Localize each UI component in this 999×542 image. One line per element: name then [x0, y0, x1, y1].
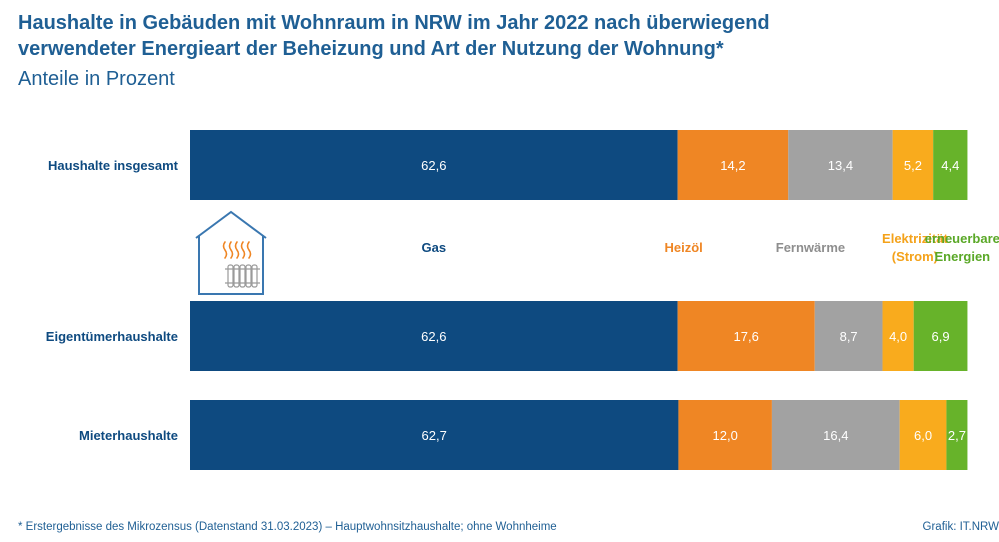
footnote: * Erstergebnisse des Mikrozensus (Datens…: [18, 521, 557, 533]
bar-haushalte-insgesamt-erneuerbare-energien: [933, 130, 968, 200]
bar-mieterhaushalte-fernwaerme: [771, 400, 900, 470]
data-label-mieterhaushalte-erneuerbare-energien: 2,7: [948, 428, 966, 443]
legend-label-gas: Gas: [422, 240, 447, 255]
data-label-mieterhaushalte-gas: 62,7: [422, 428, 447, 443]
data-label-mieterhaushalte-fernwaerme: 16,4: [823, 428, 848, 443]
data-label-mieterhaushalte-elektrizitaet-strom: 6,0: [914, 428, 932, 443]
chart-subtitle: Anteile in Prozent: [18, 68, 175, 90]
chart-title: Haushalte in Gebäuden mit Wohnraum in NR…: [18, 10, 770, 62]
source-credit: Grafik: IT.NRW: [922, 521, 999, 533]
bar-mieterhaushalte-elektrizitaet-strom: [899, 400, 947, 470]
data-label-haushalte-insgesamt-erneuerbare-energien: 4,4: [941, 158, 959, 173]
legend-group: Gas Heizöl Fernwärme Elektrizität (Strom)ern…: [422, 231, 999, 264]
legend-label-fernwaerme: Fernwärme: [776, 240, 845, 255]
bar-mieterhaushalte-heizoel: [678, 400, 772, 470]
chart-title-line-1: Haushalte in Gebäuden mit Wohnraum in NR…: [18, 12, 770, 34]
data-label-haushalte-insgesamt-fernwaerme: 13,4: [828, 158, 853, 173]
data-label-haushalte-insgesamt-gas: 62,6: [421, 158, 446, 173]
data-label-haushalte-insgesamt-heizoel: 14,2: [720, 158, 745, 173]
legend-label-heizoel: Heizöl: [665, 240, 703, 255]
bar-eigentuemerhaushalte-fernwaerme: [814, 301, 883, 371]
category-label-mieterhaushalte: Mieterhaushalte: [79, 428, 178, 443]
category-label-haushalte-insgesamt: Haushalte insgesamt: [48, 158, 179, 173]
bar-haushalte-insgesamt-elektrizitaet-strom: [892, 130, 934, 200]
category-label-eigentuemerhaushalte: Eigentümerhaushalte: [46, 329, 178, 344]
data-label-haushalte-insgesamt-elektrizitaet-strom: 5,2: [904, 158, 922, 173]
data-label-eigentuemerhaushalte-heizoel: 17,6: [734, 329, 759, 344]
legend-label-elektrizitaet-strom: Elektrizität (Strom): [882, 231, 948, 264]
bars-group: Haushalte insgesamt 62,6 14,2 13,4 5,2 4,4 Eig…: [46, 130, 968, 470]
bar-haushalte-insgesamt-fernwaerme: [788, 130, 893, 200]
legend-label-erneuerbare-energien: erneuerbare Energien: [925, 231, 999, 264]
bar-eigentuemerhaushalte-heizoel: [677, 301, 815, 371]
bar-eigentuemerhaushalte-erneuerbare-energien: [913, 301, 968, 371]
data-label-eigentuemerhaushalte-fernwaerme: 8,7: [840, 329, 858, 344]
house-radiator-icon: [195, 210, 267, 295]
chart-title-line-2: verwendeter Energieart der Beheizung und…: [18, 38, 724, 60]
bar-haushalte-insgesamt-heizoel: [677, 130, 789, 200]
data-label-mieterhaushalte-heizoel: 12,0: [713, 428, 738, 443]
bar-mieterhaushalte-erneuerbare-energien: [946, 400, 968, 470]
data-label-eigentuemerhaushalte-erneuerbare-energien: 6,9: [932, 329, 950, 344]
data-label-eigentuemerhaushalte-gas: 62,6: [421, 329, 446, 344]
bar-eigentuemerhaushalte-gas: [190, 301, 678, 371]
bar-eigentuemerhaushalte-elektrizitaet-strom: [882, 301, 914, 371]
bar-haushalte-insgesamt-gas: [190, 130, 678, 200]
data-label-eigentuemerhaushalte-elektrizitaet-strom: 4,0: [889, 329, 907, 344]
bar-mieterhaushalte-gas: [190, 400, 679, 470]
